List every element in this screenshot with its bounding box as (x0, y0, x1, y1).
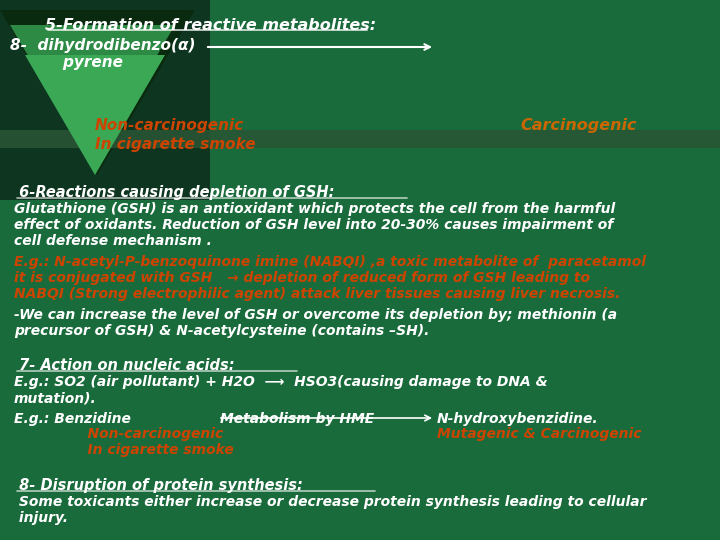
Text: 5-Formation of reactive metabolites:: 5-Formation of reactive metabolites: (45, 18, 376, 33)
Text: 8- Disruption of protein synthesis:: 8- Disruption of protein synthesis: (14, 478, 303, 493)
Text: Non-carcinogenic: Non-carcinogenic (95, 118, 244, 133)
Polygon shape (0, 10, 195, 175)
Polygon shape (10, 25, 175, 165)
Text: Some toxicants either increase or decrease protein synthesis leading to cellular: Some toxicants either increase or decrea… (14, 495, 647, 525)
Text: 6-Reactions causing depletion of GSH:: 6-Reactions causing depletion of GSH: (14, 185, 335, 200)
Text: pyrene: pyrene (42, 55, 123, 70)
Text: Non-carcinogenic: Non-carcinogenic (68, 427, 223, 441)
Text: 8-  dihydrodibenzo(α): 8- dihydrodibenzo(α) (10, 38, 196, 53)
Text: -We can increase the level of GSH or overcome its depletion by; methionin (a
pre: -We can increase the level of GSH or ove… (14, 308, 617, 338)
Text: Glutathione (GSH) is an antioxidant which protects the cell from the harmful
eff: Glutathione (GSH) is an antioxidant whic… (14, 202, 616, 248)
Text: In cigarette smoke: In cigarette smoke (95, 137, 256, 152)
Bar (0, 130, 720, 148)
Text: 7- Action on nucleic acids:: 7- Action on nucleic acids: (14, 358, 235, 373)
Text: E.g.: Benzidine: E.g.: Benzidine (14, 412, 131, 426)
Text: Mutagenic & Carcinogenic: Mutagenic & Carcinogenic (437, 427, 642, 441)
Text: Carcinogenic: Carcinogenic (520, 118, 636, 133)
Text: E.g.: SO2 (air pollutant) + H2O  ⟶  HSO3(causing damage to DNA &
mutation).: E.g.: SO2 (air pollutant) + H2O ⟶ HSO3(c… (14, 375, 548, 405)
Polygon shape (25, 55, 165, 175)
Text: N-hydroxybenzidine.: N-hydroxybenzidine. (437, 412, 598, 426)
Text: E.g.: N-acetyl-P-benzoquinone imine (NABQI) ,a toxic metabolite of  paracetamol
: E.g.: N-acetyl-P-benzoquinone imine (NAB… (14, 255, 646, 301)
Text: In cigarette smoke: In cigarette smoke (68, 443, 234, 457)
Bar (0, 0, 210, 200)
Text: Metabolism by HME: Metabolism by HME (220, 412, 374, 426)
